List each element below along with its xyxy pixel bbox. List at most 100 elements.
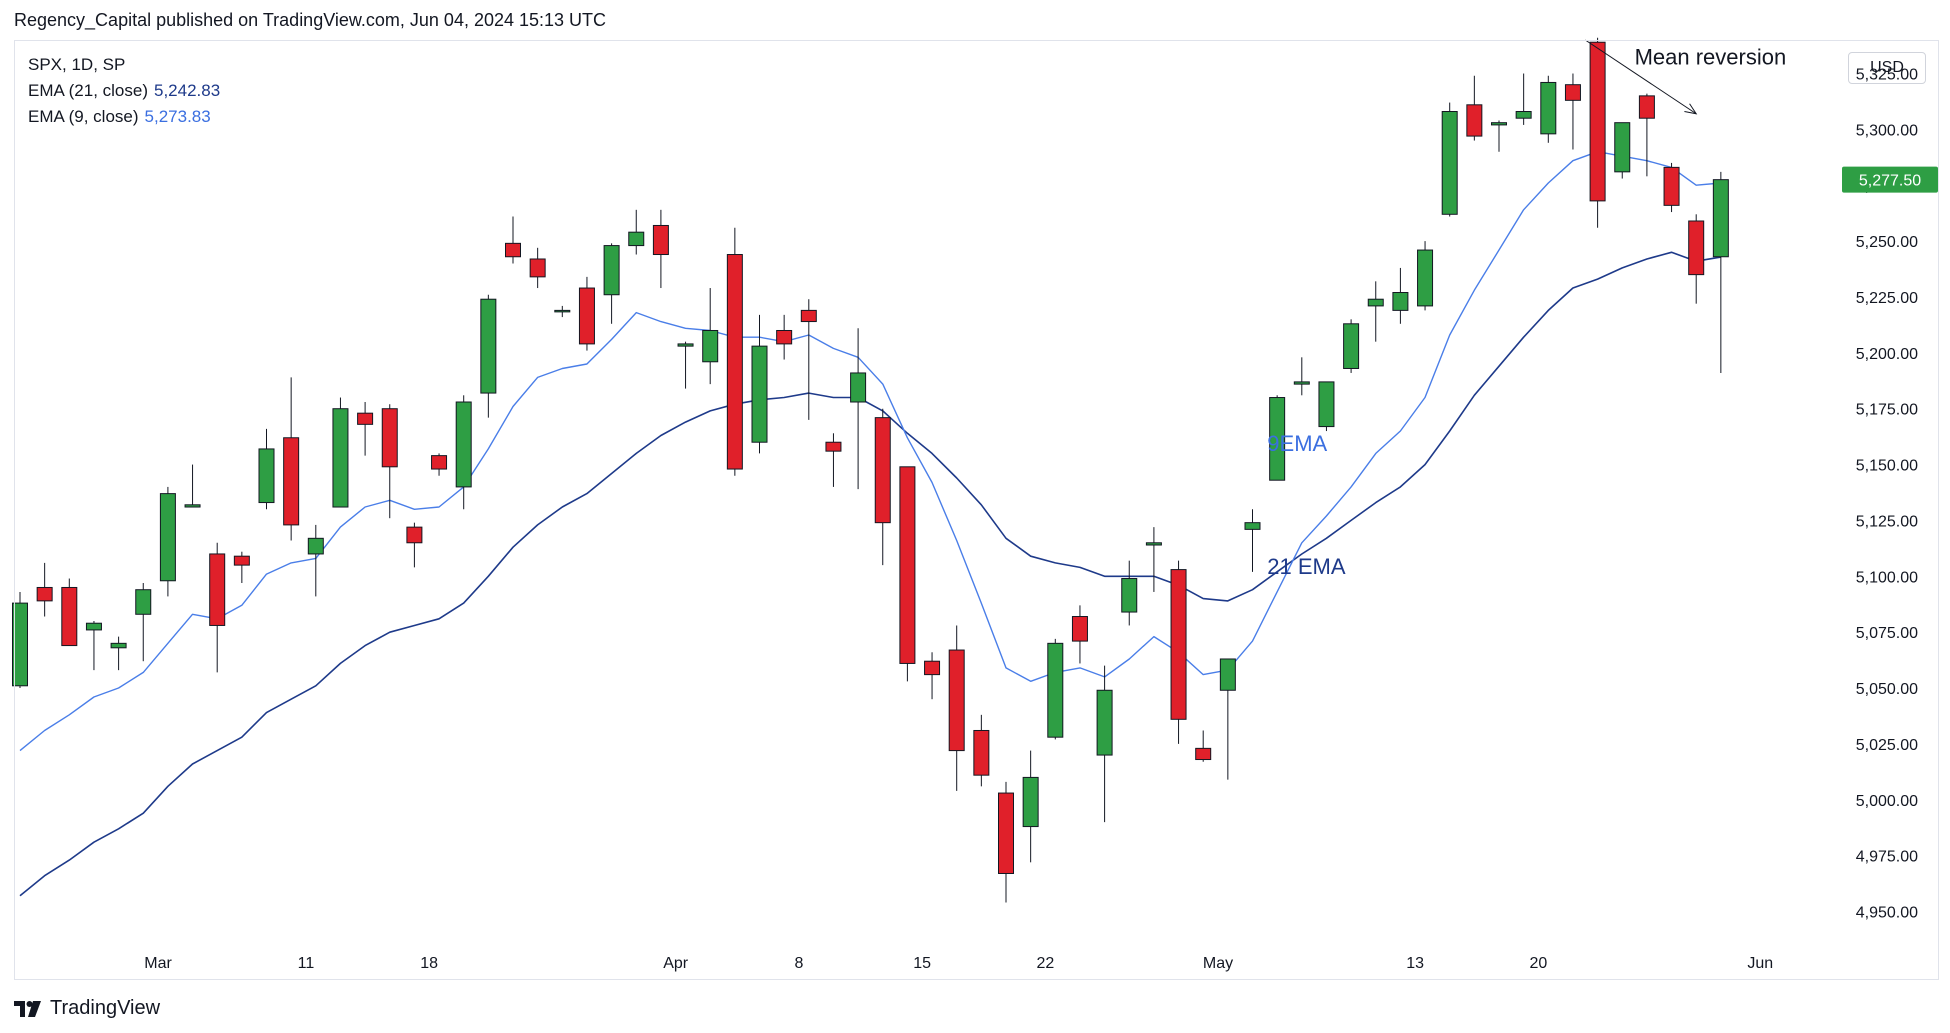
y-tick-label: 5,000.00 [1856, 793, 1918, 810]
candle-body [1614, 122, 1631, 173]
candle [1244, 509, 1261, 572]
tradingview-logo-icon [14, 1000, 41, 1017]
candle [1491, 120, 1507, 152]
candle [85, 620, 102, 671]
y-tick-label: 5,325.00 [1856, 67, 1918, 84]
x-tick-label: 20 [1530, 955, 1548, 972]
candle-body [36, 586, 53, 602]
candle-body [1096, 689, 1113, 756]
legend-ema9[interactable]: EMA (9, close) 5,273.83 [28, 104, 220, 130]
candle-body [1663, 166, 1680, 206]
candle-body [603, 245, 620, 296]
time-axis[interactable]: Mar 11 18 Apr 8 15 22 May 13 20 Jun [144, 955, 1773, 972]
x-tick-label: Apr [663, 955, 689, 972]
ema9-layer [19, 150, 1721, 752]
candle-body [332, 408, 349, 508]
candle-body [800, 309, 817, 323]
candle-body [61, 586, 78, 647]
candle-body [1071, 616, 1088, 642]
x-tick-label: May [1203, 955, 1233, 972]
candle-body [776, 329, 793, 345]
candle-body [209, 553, 226, 626]
candle [1195, 730, 1212, 762]
candle-body [1417, 249, 1434, 307]
x-tick-label: Mar [144, 955, 172, 972]
candle-body [1318, 381, 1335, 428]
y-tick-label: 4,950.00 [1856, 904, 1918, 921]
candle [159, 486, 176, 597]
candle-body [973, 729, 990, 776]
candle [233, 551, 250, 583]
candle-body [406, 526, 423, 544]
candle-body [357, 412, 374, 425]
candle-body [1343, 323, 1360, 369]
candle-body [1638, 95, 1655, 119]
candle-body [233, 555, 250, 566]
candle-body [1121, 578, 1138, 613]
candle [1614, 122, 1631, 179]
y-tick-label: 5,200.00 [1856, 346, 1918, 363]
candle-body [652, 224, 669, 256]
mean-reversion-arrowhead [1684, 103, 1698, 115]
price-axis[interactable]: 4,950.00 4,975.00 5,000.00 5,025.00 5,050.00… [1842, 67, 1938, 922]
candle-body [135, 589, 152, 615]
candle [480, 294, 497, 418]
candle-body [1195, 747, 1212, 761]
candle [578, 276, 595, 351]
candle [357, 402, 374, 456]
ema21-layer [19, 251, 1721, 897]
candle-body [948, 649, 965, 752]
tradingview-logo-text: TradingView [50, 997, 161, 1019]
candle [1219, 658, 1236, 780]
y-tick-label: 5,100.00 [1856, 569, 1918, 586]
candle-body [184, 504, 201, 508]
currency-button[interactable]: USD [1848, 52, 1926, 84]
candle-body [850, 372, 867, 403]
x-tick-label: 13 [1406, 955, 1424, 972]
candle [1096, 665, 1113, 823]
candle [209, 542, 226, 673]
candle [702, 288, 719, 385]
candle [1712, 171, 1729, 373]
y-tick-label: 5,025.00 [1856, 737, 1918, 754]
x-tick-label: 18 [420, 955, 438, 972]
chart-legend: SPX, 1D, SP EMA (21, close) 5,242.83 EMA … [28, 52, 220, 130]
candle [1515, 73, 1532, 125]
legend-ema21-label: EMA (21, close) [28, 81, 148, 100]
candle [1564, 73, 1581, 150]
candle [998, 781, 1014, 903]
candle [505, 216, 521, 264]
candle-body [677, 343, 694, 347]
y-tick-label: 5,125.00 [1856, 513, 1918, 530]
candle [1318, 381, 1335, 432]
legend-ema21[interactable]: EMA (21, close) 5,242.83 [28, 78, 220, 104]
tradingview-logo[interactable]: TradingView [14, 997, 160, 1020]
x-tick-label: Jun [1747, 955, 1773, 972]
last-price-badge [1842, 166, 1938, 193]
annotations-layer: Mean reversion 9EMA 21 EMA [1267, 39, 1786, 579]
candle-body [1712, 179, 1729, 258]
published-by-line: Regency_Capital published on TradingView… [14, 10, 607, 30]
candle [12, 591, 28, 689]
candle-body [702, 329, 719, 363]
ema21-line [19, 251, 1721, 897]
candle-body [1367, 298, 1384, 307]
candle [1121, 560, 1138, 626]
candle-body [1047, 642, 1064, 738]
candle [554, 305, 571, 318]
candle [948, 625, 965, 791]
candle-body [12, 602, 28, 687]
candle [1269, 395, 1286, 481]
candle [1343, 319, 1360, 373]
candle-body [1540, 81, 1557, 135]
candle-body [924, 660, 941, 676]
candle-body [899, 466, 916, 664]
x-tick-label: 22 [1037, 955, 1055, 972]
candle [825, 433, 842, 487]
candle-body [159, 493, 176, 582]
legend-symbol[interactable]: SPX, 1D, SP [28, 55, 126, 74]
candle [1688, 214, 1705, 304]
candle [751, 314, 768, 454]
candle [726, 227, 743, 476]
